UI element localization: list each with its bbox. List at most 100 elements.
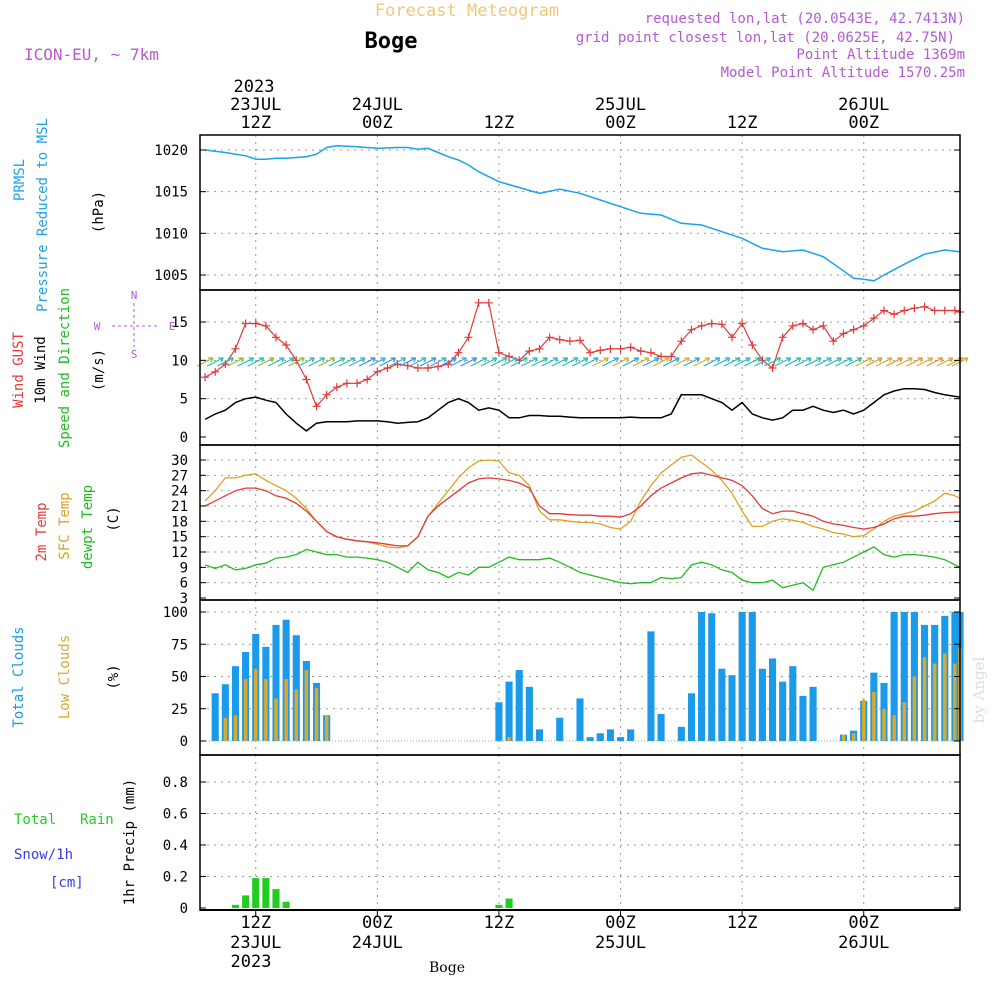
wind-arrow xyxy=(551,357,569,367)
wind-arrow xyxy=(804,357,822,367)
wind-arrow xyxy=(379,357,396,367)
gust-point xyxy=(322,390,331,399)
wind-arrow xyxy=(561,357,579,367)
gust-point xyxy=(505,352,514,361)
wind-arrow-head xyxy=(947,357,954,363)
panel-frame xyxy=(199,754,961,911)
low-cloud-bar xyxy=(294,689,299,741)
wind-arrow xyxy=(389,357,406,367)
gust-point xyxy=(474,298,483,307)
total-cloud-bar xyxy=(758,668,766,741)
total-cloud-bar xyxy=(606,729,614,741)
snow-unit: [cm] xyxy=(50,875,84,891)
wind-arrow-head xyxy=(613,357,619,363)
wind-arrow xyxy=(500,357,518,367)
total-cloud-bar xyxy=(616,737,625,741)
wind-arrow xyxy=(419,357,437,367)
wind-arrow xyxy=(814,357,832,367)
gust-point xyxy=(910,304,919,313)
gust-point xyxy=(565,337,574,346)
wind-arrow xyxy=(490,357,508,367)
requested-coords: requested lon,lat (20.0543E, 42.7413N) xyxy=(645,11,965,27)
wind-arrow-head xyxy=(319,357,326,363)
wind-arrow xyxy=(247,357,265,367)
pressure-line xyxy=(205,145,961,282)
gust-point xyxy=(261,321,270,330)
y-tick-label: 0.4 xyxy=(163,838,188,854)
wind-arrow-head xyxy=(512,357,518,363)
y-tick-label: 21 xyxy=(171,499,188,515)
wind-arrow xyxy=(510,357,528,367)
wind-arrow-head xyxy=(390,357,397,363)
gust-point xyxy=(282,341,291,349)
wind-arrow-head xyxy=(714,357,721,363)
low-cloud-bar xyxy=(223,717,228,741)
bottom-tick-hour: 12Z xyxy=(727,913,758,933)
low-cloud-bar xyxy=(851,733,856,741)
wind-arrow-head xyxy=(593,357,599,363)
y-tick-label: 0.8 xyxy=(163,775,188,791)
wind-arrow-head xyxy=(917,357,923,363)
low-cloud-bar xyxy=(507,737,511,741)
wind-arrow xyxy=(308,357,325,367)
y-tick-label: 0 xyxy=(180,734,188,750)
gust-point xyxy=(748,341,757,349)
wind-arrow xyxy=(855,357,873,367)
y-tick-label: 0.2 xyxy=(163,870,188,886)
wind-arrow-head xyxy=(603,357,609,363)
wind-arrow xyxy=(531,357,548,367)
wind-arrow-head xyxy=(836,357,842,363)
wind-arrow xyxy=(733,357,751,367)
wind-arrow xyxy=(298,357,315,367)
y-tick-label: 27 xyxy=(171,468,188,484)
bottom-tick-date: 24JUL xyxy=(352,933,403,953)
wind-arrow xyxy=(227,357,244,367)
low-cloud-bar xyxy=(304,670,309,741)
y-tick-label: 5 xyxy=(180,392,188,408)
total-cloud-bar xyxy=(556,717,564,741)
low-cloud-bar xyxy=(912,676,917,741)
wind-arrow xyxy=(267,357,285,367)
gust-point xyxy=(940,306,949,315)
y-tick-label: 15 xyxy=(171,315,188,331)
wind-arrow-head xyxy=(258,357,265,363)
wind-arrow xyxy=(662,357,680,367)
wind-arrow xyxy=(217,357,234,367)
temp2m-label: 2m Temp xyxy=(34,502,50,561)
wind-arrow-head xyxy=(805,357,812,363)
wind-label: 10m Wind xyxy=(33,336,49,403)
wind-arrow-head xyxy=(248,357,255,363)
rain-bar xyxy=(495,904,503,908)
wind-arrow-head xyxy=(360,357,366,363)
total-cloud-bar xyxy=(698,612,706,741)
pressure-unit: (hPa) xyxy=(91,191,107,233)
gust-point xyxy=(484,298,493,307)
y-tick-label: 25 xyxy=(171,702,188,718)
gridpoint-coords: grid point closest lon,lat (20.0625E, 42… xyxy=(576,30,955,46)
top-tick-hour: 12Z xyxy=(727,113,758,133)
gust-point xyxy=(383,364,392,372)
wind-arrow-head xyxy=(826,357,832,363)
top-tick-date: 24JUL xyxy=(352,95,403,115)
total-cloud-bar xyxy=(647,631,655,741)
wind-arrow-head xyxy=(724,357,731,363)
y-tick-label: 75 xyxy=(171,637,188,653)
wind-arrow xyxy=(774,357,791,367)
wind-arrow-head xyxy=(491,357,498,363)
y-tick-label: 15 xyxy=(171,530,188,546)
y-tick-label: 1005 xyxy=(154,268,188,284)
wind-arrow-head xyxy=(653,357,660,363)
gust-point xyxy=(555,335,564,344)
low-cloud-bar xyxy=(264,679,268,741)
wind-arrow-head xyxy=(633,357,640,363)
wind-arrow-head xyxy=(299,357,305,363)
grid-lines xyxy=(200,135,960,910)
gust-point xyxy=(302,375,311,384)
wind-arrow xyxy=(277,357,295,367)
wind-arrow-head xyxy=(684,357,690,363)
gust-point xyxy=(373,367,382,376)
wind-arrow xyxy=(571,357,589,367)
rain-bar xyxy=(231,904,240,908)
total-cloud-bar xyxy=(900,612,908,741)
compass-e: E xyxy=(169,320,176,333)
